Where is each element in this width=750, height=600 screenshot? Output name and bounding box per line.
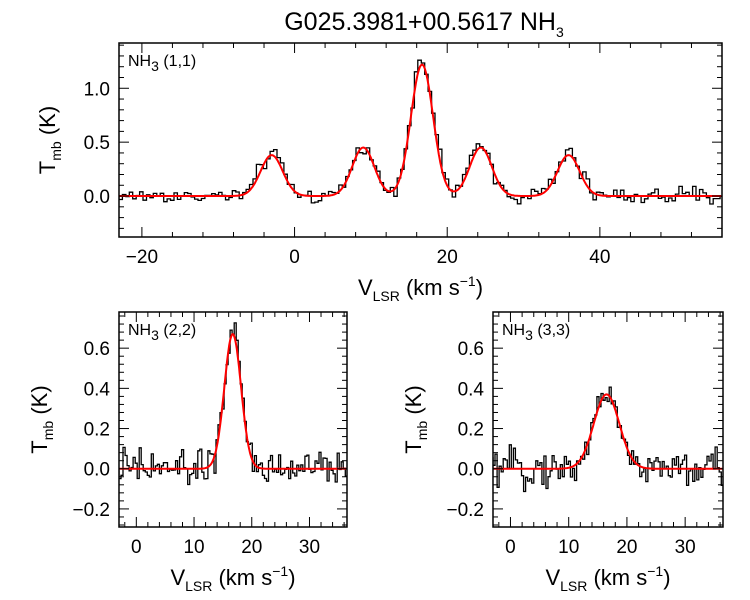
y-tick-label: 1.0 [84,79,110,100]
y-tick-label: −0.2 [446,500,484,521]
panel-nh3-22: 0 10 20 30 −0.2 0.0 0.2 0.4 0.6 NH3 (2,2) VLSR (km… [27,311,348,594]
plot-frame [118,311,348,528]
spectrum-series [119,322,347,489]
x-tick-label: 0 [131,537,142,558]
fit-series [119,63,722,197]
x-tick-label: 10 [183,537,204,558]
y-tick-label: 0.4 [458,379,485,400]
panel-nh3-11: −20 0 20 40 0.0 0.5 1.0 NH3 (1,1) VLSR (km s−1) T… [35,42,723,304]
y-tick-label: 0.0 [84,460,110,481]
x-axis-label: VLSR (km s−1) [358,273,483,304]
x-tick-label: 20 [241,537,262,558]
x-tick-label: 20 [437,247,458,268]
x-axis-label: VLSR (km s−1) [170,563,295,594]
y-tick-label: 0.2 [458,420,484,441]
x-axis-label: VLSR (km s−1) [545,563,670,594]
plot-area [119,322,347,489]
y-tick-label: 0.6 [458,339,484,360]
panel-label: NH3 (1,1) [128,53,196,74]
y-tick-label: 0.0 [84,187,110,208]
plot-area [119,59,722,205]
panel-nh3-33: 0 10 20 30 −0.2 0.0 0.2 0.4 0.6 NH3 (3,3) VLSR (km… [401,311,724,594]
y-tick-label: 0.2 [84,420,110,441]
spectrum-series [493,386,723,493]
y-axis-label: Tmb (K) [27,385,56,453]
x-tick-label: 0 [505,537,516,558]
y-tick-label: 0.4 [84,379,111,400]
y-axis-label: Tmb (K) [35,106,64,174]
x-tick-label: 40 [589,247,610,268]
x-tick-label: −20 [126,247,158,268]
panel-label: NH3 (2,2) [128,322,196,343]
y-tick-label: 0.6 [84,339,110,360]
figure-title: G025.3981+00.5617 NH3 [284,8,564,40]
x-tick-label: 10 [558,537,579,558]
plot-area [493,386,723,493]
x-tick-label: 20 [616,537,637,558]
plot-frame [118,42,723,238]
y-tick-label: 0.0 [458,460,484,481]
x-tick-label: 0 [289,247,300,268]
plot-frame [492,311,724,528]
x-tick-label: 30 [299,537,320,558]
panel-label: NH3 (3,3) [502,322,570,343]
spectrum-series [119,59,722,205]
y-tick-label: −0.2 [72,500,110,521]
fit-series [493,393,723,470]
y-axis-label: Tmb (K) [401,385,430,453]
x-tick-label: 30 [675,537,696,558]
y-tick-label: 0.5 [84,133,110,154]
fit-series [119,332,347,470]
